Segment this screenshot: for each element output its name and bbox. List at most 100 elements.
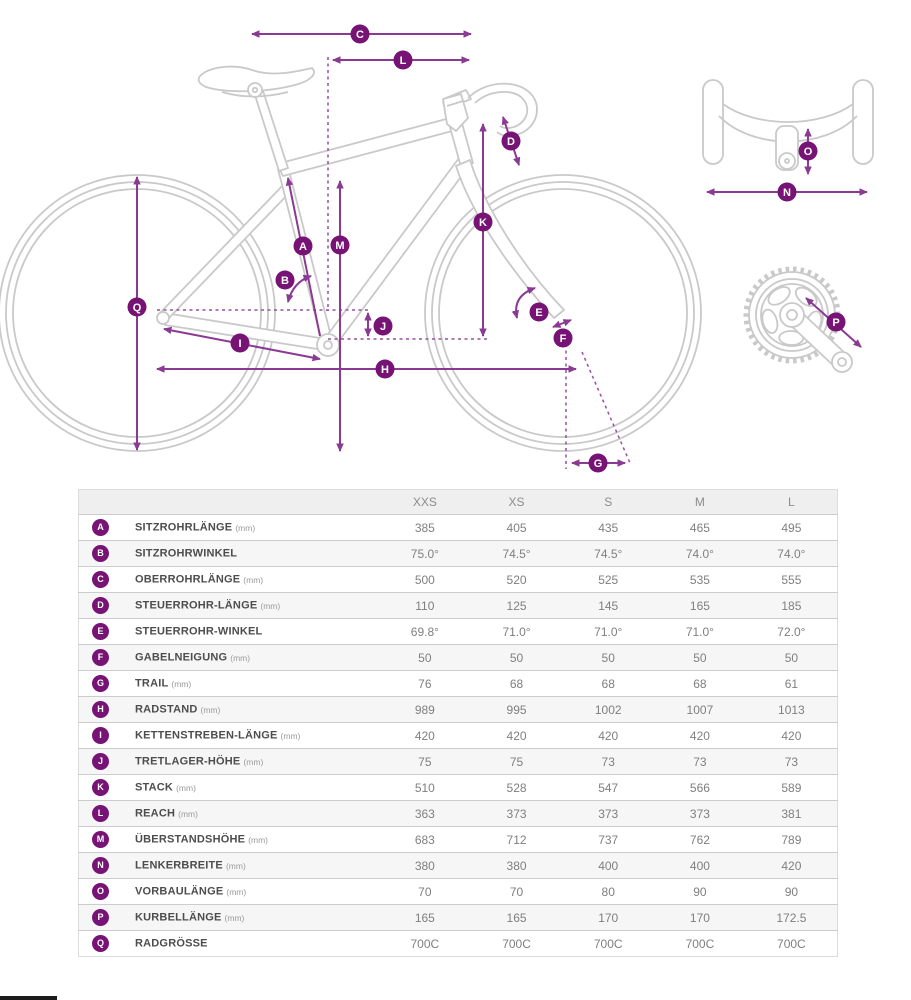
rear-dropout xyxy=(156,311,170,325)
table-row-O: O VORBAULÄNGE (mm) 70 70 80 90 90 xyxy=(78,878,838,905)
row-label: RADSTAND xyxy=(135,703,198,716)
svg-text:N: N xyxy=(783,187,791,199)
value-cell-C-XS: 520 xyxy=(470,566,563,593)
value-cell-A-M: 465 xyxy=(654,514,746,541)
value-cell-F-L: 50 xyxy=(745,644,838,671)
value-cell-K-XS: 528 xyxy=(470,774,563,801)
value-cell-Q-L: 700C xyxy=(745,930,838,957)
row-badge-J: J xyxy=(92,753,109,770)
row-label-cell: K STACK (mm) xyxy=(78,774,379,801)
marker-badge-Q: Q xyxy=(127,297,147,317)
row-label: STEUERROHR-WINKEL xyxy=(135,625,263,638)
marker-badge-G: G xyxy=(588,453,608,473)
value-cell-E-XXS: 69.8° xyxy=(379,618,471,645)
value-cell-H-M: 1007 xyxy=(654,696,746,723)
row-badge-O: O xyxy=(92,883,109,900)
row-label-cell: H RADSTAND (mm) xyxy=(78,696,379,723)
row-label: STACK xyxy=(135,781,174,794)
value-cell-J-L: 73 xyxy=(745,748,838,775)
row-label: SITZROHRLÄNGE xyxy=(135,521,233,534)
bike-geometry-diagram: A B C D E F G H I J K L M N O P Q xyxy=(0,24,874,473)
row-label-cell: J TRETLAGER-HÖHE (mm) xyxy=(78,748,379,775)
marker-badge-M: M xyxy=(330,235,350,255)
value-cell-E-L: 72.0° xyxy=(745,618,838,645)
value-cell-F-XS: 50 xyxy=(470,644,563,671)
bottom-divider xyxy=(0,996,57,1000)
svg-text:B: B xyxy=(281,275,289,287)
value-cell-H-S: 1002 xyxy=(562,696,655,723)
value-cell-Q-M: 700C xyxy=(654,930,746,957)
row-unit: (mm) xyxy=(226,886,247,897)
table-row-H: H RADSTAND (mm) 989 995 1002 1007 1013 xyxy=(78,696,838,723)
value-cell-A-XXS: 385 xyxy=(379,514,471,541)
value-cell-E-S: 71.0° xyxy=(562,618,655,645)
arrow-head-tube-angle xyxy=(511,286,536,319)
marker-badge-I: I xyxy=(230,333,250,353)
row-label: REACH xyxy=(135,807,176,820)
value-cell-N-M: 400 xyxy=(654,852,746,879)
row-badge-M: M xyxy=(92,831,109,848)
right-drop xyxy=(852,79,874,165)
value-cell-O-XXS: 70 xyxy=(379,878,471,905)
value-cell-I-S: 420 xyxy=(562,722,655,749)
row-unit: (mm) xyxy=(235,522,256,533)
row-badge-F: F xyxy=(92,649,109,666)
marker-badge-D: D xyxy=(501,131,521,151)
bottom-bracket xyxy=(316,333,340,357)
value-cell-N-XXS: 380 xyxy=(379,852,471,879)
value-cell-A-XS: 405 xyxy=(470,514,563,541)
row-badge-G: G xyxy=(92,675,109,692)
row-unit: (mm) xyxy=(243,756,264,767)
value-cell-L-XXS: 363 xyxy=(379,800,471,827)
table-row-C: C OBERROHRLÄNGE (mm) 500 520 525 535 555 xyxy=(78,566,838,593)
row-label: STEUERROHR-LÄNGE xyxy=(135,599,258,612)
row-badge-H: H xyxy=(92,701,109,718)
front-wheel xyxy=(424,174,702,452)
value-cell-J-XXS: 75 xyxy=(379,748,471,775)
row-label-cell: F GABELNEIGUNG (mm) xyxy=(78,644,379,671)
svg-text:G: G xyxy=(594,458,603,470)
svg-text:D: D xyxy=(507,136,515,148)
marker-badge-O: O xyxy=(798,141,818,161)
row-badge-P: P xyxy=(92,909,109,926)
top-tube xyxy=(276,117,457,177)
row-badge-K: K xyxy=(92,779,109,796)
value-cell-K-S: 547 xyxy=(562,774,655,801)
table-row-Q: Q RADGRÖSSE 700C 700C 700C 700C 700C xyxy=(78,930,838,957)
table-row-B: B SITZROHRWINKEL 75.0° 74.5° 74.5° 74.0° 74.0° xyxy=(78,540,838,567)
row-label-cell: I KETTENSTREBEN-LÄNGE (mm) xyxy=(78,722,379,749)
row-badge-A: A xyxy=(92,519,109,536)
table-header-row: XXS XS S M L xyxy=(78,489,838,515)
size-column-header-s: S xyxy=(562,489,655,515)
value-cell-M-S: 737 xyxy=(562,826,655,853)
arrow-seat-tube-angle xyxy=(286,274,312,303)
value-cell-M-XS: 712 xyxy=(470,826,563,853)
row-label: RADGRÖSSE xyxy=(135,937,208,950)
handlebar-top-view xyxy=(702,79,874,196)
value-cell-J-XS: 75 xyxy=(470,748,563,775)
value-cell-M-M: 762 xyxy=(654,826,746,853)
svg-text:C: C xyxy=(356,29,364,41)
value-cell-F-XXS: 50 xyxy=(379,644,471,671)
table-row-I: I KETTENSTREBEN-LÄNGE (mm) 420 420 420 420 420 xyxy=(78,722,838,749)
marker-badge-E: E xyxy=(529,302,549,322)
row-badge-N: N xyxy=(92,857,109,874)
row-unit: (mm) xyxy=(280,730,301,741)
marker-badge-C: C xyxy=(350,24,370,44)
value-cell-L-S: 373 xyxy=(562,800,655,827)
value-cell-D-S: 145 xyxy=(562,592,655,619)
table-corner-cell xyxy=(78,489,379,515)
reference-lines xyxy=(157,57,631,469)
value-cell-C-L: 555 xyxy=(745,566,838,593)
row-label-cell: B SITZROHRWINKEL xyxy=(78,540,379,567)
svg-text:E: E xyxy=(535,307,542,319)
value-cell-M-XXS: 683 xyxy=(379,826,471,853)
svg-text:A: A xyxy=(299,241,307,253)
value-cell-G-M: 68 xyxy=(654,670,746,697)
size-column-header-xxs: XXS xyxy=(379,489,471,515)
row-badge-Q: Q xyxy=(92,935,109,952)
row-badge-L: L xyxy=(92,805,109,822)
value-cell-C-M: 535 xyxy=(654,566,746,593)
value-cell-K-XXS: 510 xyxy=(379,774,471,801)
